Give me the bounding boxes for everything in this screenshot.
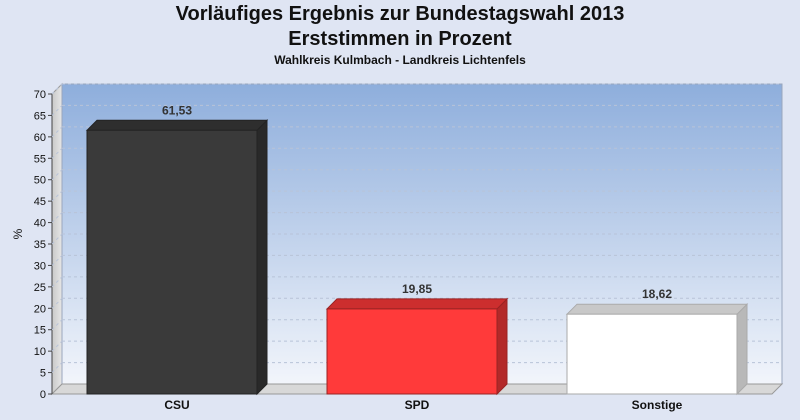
gridline-side (51, 362, 63, 373)
bar-top-csu (85, 119, 269, 131)
y-tick-label: 20 (34, 303, 46, 315)
chart-title: Vorläufiges Ergebnis zur Bundestagswahl … (175, 3, 625, 25)
x-tick-label-sonstige: Sonstige (632, 398, 683, 412)
data-label-spd: 19,85 (402, 282, 432, 296)
gridline-side (51, 83, 63, 95)
y-tick-label: 70 (34, 89, 46, 101)
y-tick-label: 40 (34, 218, 46, 230)
gridline-side (51, 276, 63, 288)
y-tick-label: 0 (40, 389, 46, 401)
data-label-csu: 61,53 (162, 103, 192, 117)
bar-top-spd (325, 298, 509, 310)
y-tick-label: 50 (34, 175, 46, 187)
data-label-sonstige: 18,62 (642, 287, 672, 301)
y-tick-label: 30 (34, 260, 46, 272)
gridline-side (51, 169, 63, 181)
y-tick-label: 45 (34, 196, 46, 208)
bar-side-spd (496, 297, 508, 396)
gridline-side (51, 212, 63, 223)
gridline-side (51, 255, 63, 266)
y-tick-label: 65 (34, 110, 46, 122)
gridline-side (51, 147, 63, 159)
x-tick-label-spd: SPD (405, 398, 430, 412)
bar-sonstige (566, 313, 738, 395)
chart-subtitle: Erststimmen in Prozent (288, 28, 512, 50)
y-tick-label: 10 (34, 346, 46, 358)
chart-caption: Wahlkreis Kulmbach - Landkreis Lichtenfe… (274, 53, 526, 67)
bar-top-sonstige (565, 303, 749, 315)
bar-csu (86, 129, 258, 395)
gridline-side (51, 233, 63, 245)
bar-side-csu (256, 119, 268, 396)
gridline-side (51, 319, 63, 331)
bar-side-sonstige (736, 302, 748, 396)
y-tick-label: 25 (34, 282, 46, 294)
gridline-side (51, 126, 63, 138)
y-tick-label: 15 (34, 325, 46, 337)
y-tick-label: 60 (34, 132, 46, 144)
gridline-side (51, 190, 63, 202)
x-tick-label-csu: CSU (164, 398, 189, 412)
gridline-side (51, 297, 63, 309)
y-tick-label: 35 (34, 239, 46, 251)
bar-spd (326, 308, 498, 395)
y-tick-label: 5 (40, 368, 46, 380)
y-tick-label: 55 (34, 153, 46, 165)
y-axis-label: % (11, 228, 25, 239)
gridline-side (51, 105, 63, 116)
gridline-side (51, 340, 63, 352)
